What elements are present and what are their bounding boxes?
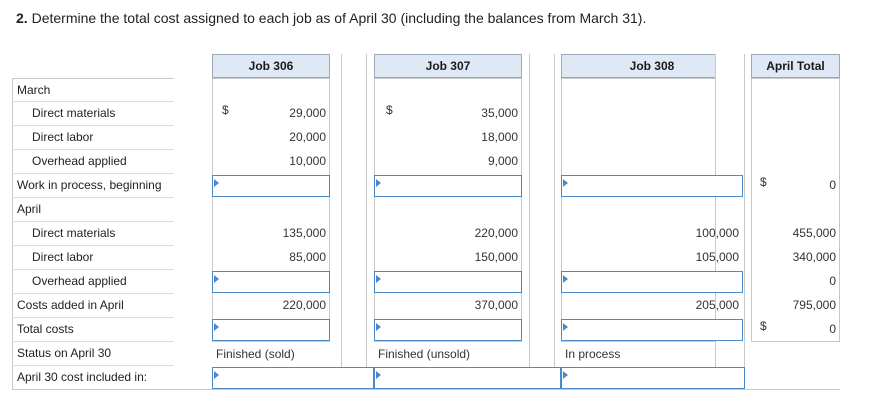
- label-direct-labor-march: Direct labor: [12, 126, 174, 150]
- job306-overhead-input[interactable]: [212, 271, 330, 293]
- job307-costs-added: 370,000: [474, 298, 518, 312]
- job306-wip-input[interactable]: [212, 175, 330, 197]
- question-number: 2.: [16, 10, 28, 26]
- job306-status: Finished (sold): [216, 347, 295, 361]
- job307-column-frame: [374, 78, 522, 342]
- job308-overhead-input[interactable]: [561, 271, 743, 293]
- job308-costs-added: 205,000: [695, 298, 739, 312]
- job306-column-frame: [212, 78, 330, 342]
- job306-dl-march: 20,000: [289, 130, 326, 144]
- header-job-307: Job 307: [374, 54, 522, 78]
- cost-table: Job 306 Job 307 Job 308 April Total Marc…: [12, 54, 840, 390]
- job307-wip-input[interactable]: [374, 175, 522, 197]
- label-overhead-march: Overhead applied: [12, 150, 174, 174]
- label-status: Status on April 30: [12, 342, 174, 366]
- currency-sign: $: [760, 319, 767, 333]
- label-direct-labor-april: Direct labor: [12, 246, 174, 270]
- table-bottom-border: [12, 389, 840, 390]
- label-april: April: [12, 198, 174, 222]
- question-text: 2. Determine the total cost assigned to …: [16, 10, 646, 26]
- label-march: March: [12, 78, 174, 102]
- job306-costs-added: 220,000: [282, 298, 326, 312]
- column-gutter: [341, 54, 367, 390]
- column-gutter: [529, 54, 555, 390]
- label-direct-materials-march: Direct materials: [12, 102, 174, 126]
- job308-dm-april: 100,000: [695, 226, 739, 240]
- label-overhead-april: Overhead applied: [12, 270, 174, 294]
- job306-total-input[interactable]: [212, 319, 330, 341]
- total-total-costs: 0: [829, 322, 836, 336]
- label-wip-beginning: Work in process, beginning: [12, 174, 174, 198]
- label-total-costs: Total costs: [12, 318, 174, 342]
- job307-dl-april: 150,000: [474, 250, 518, 264]
- header-job-308: Job 308: [561, 54, 743, 78]
- job307-dl-march: 18,000: [481, 130, 518, 144]
- job306-dm-march: 29,000: [289, 106, 326, 120]
- header-job-306: Job 306: [212, 54, 330, 78]
- job306-dm-april: 135,000: [282, 226, 326, 240]
- total-column-frame: [751, 78, 840, 342]
- header-april-total: April Total: [751, 54, 840, 78]
- job308-dl-april: 105,000: [695, 250, 739, 264]
- job307-dm-april: 220,000: [474, 226, 518, 240]
- total-wip: 0: [829, 178, 836, 192]
- currency-sign: $: [222, 103, 229, 117]
- job307-total-input[interactable]: [374, 319, 522, 341]
- currency-sign: $: [386, 103, 393, 117]
- job306-dl-april: 85,000: [289, 250, 326, 264]
- job307-overhead-input[interactable]: [374, 271, 522, 293]
- label-costs-added: Costs added in April: [12, 294, 174, 318]
- job308-included-select[interactable]: [561, 367, 745, 389]
- total-overhead-april: 0: [829, 274, 836, 288]
- label-cost-included: April 30 cost included in:: [12, 366, 174, 390]
- job308-wip-input[interactable]: [561, 175, 743, 197]
- job306-included-select[interactable]: [212, 367, 374, 389]
- job306-oh-march: 10,000: [289, 154, 326, 168]
- job307-oh-march: 9,000: [487, 154, 518, 168]
- total-costs-added: 795,000: [792, 298, 836, 312]
- label-direct-materials-april: Direct materials: [12, 222, 174, 246]
- total-dm-april: 455,000: [792, 226, 836, 240]
- job308-total-input[interactable]: [561, 319, 743, 341]
- job307-dm-march: 35,000: [481, 106, 518, 120]
- job307-included-select[interactable]: [374, 367, 561, 389]
- question-body: Determine the total cost assigned to eac…: [31, 10, 647, 26]
- job307-status: Finished (unsold): [378, 347, 471, 361]
- total-dl-april: 340,000: [792, 250, 836, 264]
- job308-status: In process: [565, 347, 621, 361]
- currency-sign: $: [760, 175, 767, 189]
